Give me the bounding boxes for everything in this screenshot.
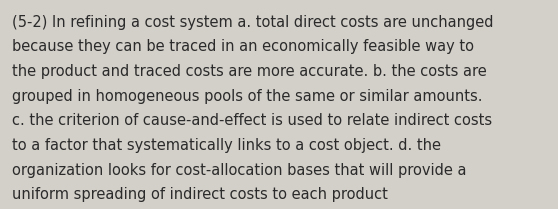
Text: to a factor that systematically links to a cost object. d. the: to a factor that systematically links to… — [12, 138, 441, 153]
Text: c. the criterion of cause-and-effect is used to relate indirect costs: c. the criterion of cause-and-effect is … — [12, 113, 492, 128]
Text: the product and traced costs are more accurate. b. the costs are: the product and traced costs are more ac… — [12, 64, 487, 79]
Text: (5-2) In refining a cost system a. total direct costs are unchanged: (5-2) In refining a cost system a. total… — [12, 15, 494, 30]
Text: grouped in homogeneous pools of the same or similar amounts.: grouped in homogeneous pools of the same… — [12, 89, 483, 104]
Text: organization looks for cost-allocation bases that will provide a: organization looks for cost-allocation b… — [12, 163, 467, 178]
Text: uniform spreading of indirect costs to each product: uniform spreading of indirect costs to e… — [12, 187, 388, 202]
Text: because they can be traced in an economically feasible way to: because they can be traced in an economi… — [12, 39, 474, 54]
